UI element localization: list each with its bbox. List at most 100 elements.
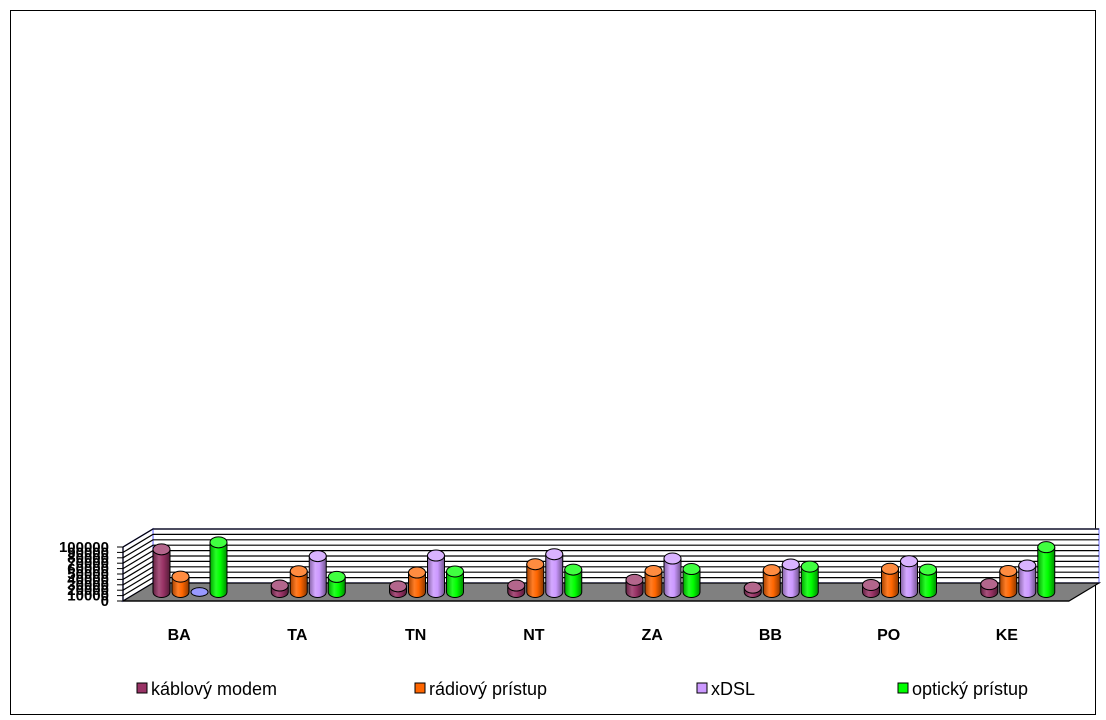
y-tick-label: 30000 — [67, 577, 109, 594]
y-tick-label: 100000 — [59, 539, 109, 556]
bar-cap — [881, 562, 899, 575]
bar-cap — [743, 581, 762, 594]
bar-KE-3 — [1037, 541, 1056, 598]
bar-cap — [682, 563, 701, 576]
bar-cap — [762, 564, 781, 577]
bar-PO-1 — [881, 562, 899, 598]
bar-TN-2 — [427, 549, 445, 598]
bar-body — [308, 555, 327, 598]
legend-swatch — [136, 682, 148, 694]
legend-item: xDSL — [696, 679, 755, 699]
bar-cap — [171, 570, 190, 583]
legend-label: xDSL — [711, 679, 755, 699]
bar-KE-2 — [1018, 559, 1037, 598]
x-tick-label: BA — [168, 627, 192, 644]
x-tick-label: NT — [523, 627, 545, 644]
y-tick-label: 0 — [101, 593, 109, 610]
legend-item: rádiový prístup — [414, 679, 547, 699]
bar-BB-2 — [781, 558, 800, 598]
bar-body — [427, 555, 445, 598]
bar-body — [526, 563, 545, 598]
gridline — [122, 528, 1099, 548]
legend-item: optický prístup — [897, 679, 1028, 699]
bar-PO-0 — [862, 578, 880, 598]
bar-cap — [545, 548, 564, 561]
bar-body — [1018, 565, 1037, 598]
bar-ZA-3 — [682, 563, 701, 598]
bar-cap — [526, 558, 545, 571]
bar-body — [545, 553, 564, 598]
bar-cap — [999, 564, 1018, 577]
bar-BA-0 — [152, 543, 171, 598]
bar-cap — [446, 565, 464, 578]
y-tick-label: 90000 — [67, 544, 109, 561]
x-tick-label: TN — [405, 627, 426, 644]
bar-TA-0 — [270, 579, 289, 598]
bar-TA-1 — [289, 565, 308, 598]
gridline — [122, 533, 1099, 553]
bar-NT-1 — [526, 558, 545, 598]
y-tick-label: 10000 — [67, 588, 109, 605]
x-tick-label: TA — [287, 627, 308, 644]
bar-KE-1 — [999, 564, 1018, 598]
bar-TA-3 — [327, 570, 346, 598]
bar-cap — [289, 565, 308, 578]
bar-TN-3 — [446, 565, 464, 598]
bar-body — [781, 563, 800, 598]
bar-body — [919, 569, 937, 598]
x-tick-label: PO — [877, 627, 900, 644]
bar-TA-2 — [308, 550, 327, 598]
bar-cap — [327, 570, 346, 583]
legend-label: optický prístup — [912, 679, 1028, 699]
bar-cap — [919, 563, 937, 576]
bar-TN-0 — [389, 580, 407, 598]
legend-swatch — [897, 682, 909, 694]
y-tick-label: 20000 — [67, 582, 109, 599]
bar-cap — [900, 555, 918, 568]
bar-body — [800, 566, 819, 598]
y-tick-label: 70000 — [67, 555, 109, 572]
bar-PO-3 — [919, 563, 937, 598]
bar-cap — [625, 573, 644, 586]
bar-NT-2 — [545, 548, 564, 598]
bar-cap — [152, 543, 171, 556]
y-tick-label: 60000 — [67, 561, 109, 578]
bar-BB-1 — [762, 564, 781, 598]
y-tick-label: 50000 — [67, 566, 109, 583]
gridline — [122, 544, 1099, 564]
legend-item: káblový modem — [136, 679, 277, 699]
bar-NT-3 — [564, 563, 583, 598]
bar-cap — [1037, 541, 1056, 554]
bar-body — [1037, 546, 1056, 598]
bar-body — [152, 548, 171, 598]
bar-body — [289, 570, 308, 598]
y-tick-label: 80000 — [67, 550, 109, 567]
bar-cap — [1018, 559, 1037, 572]
bar-cap — [389, 580, 407, 593]
bar-body — [762, 569, 781, 598]
x-tick-label: ZA — [641, 627, 663, 644]
bar-PO-2 — [900, 555, 918, 598]
plot-floor — [120, 582, 1102, 602]
bar-BB-0 — [743, 581, 762, 598]
bar-ZA-1 — [644, 564, 663, 598]
bar-cap — [507, 579, 526, 592]
bar-body — [644, 570, 663, 598]
bar-body — [446, 570, 464, 598]
bar-BB-3 — [800, 560, 819, 598]
x-tick-label: KE — [996, 627, 1019, 644]
bar-body — [564, 569, 583, 598]
bar-cap — [800, 560, 819, 573]
bar-body — [209, 541, 228, 598]
bar-body — [663, 558, 682, 598]
bar-cap — [980, 578, 999, 591]
y-tick-label: 40000 — [67, 571, 109, 588]
legend-swatch — [414, 682, 426, 694]
bar-cap — [408, 566, 426, 579]
bar-cap — [862, 578, 880, 591]
bar-body — [881, 568, 899, 598]
bar-NT-0 — [507, 579, 526, 598]
bar-BA-1 — [171, 570, 190, 598]
bar-cap — [644, 564, 663, 577]
